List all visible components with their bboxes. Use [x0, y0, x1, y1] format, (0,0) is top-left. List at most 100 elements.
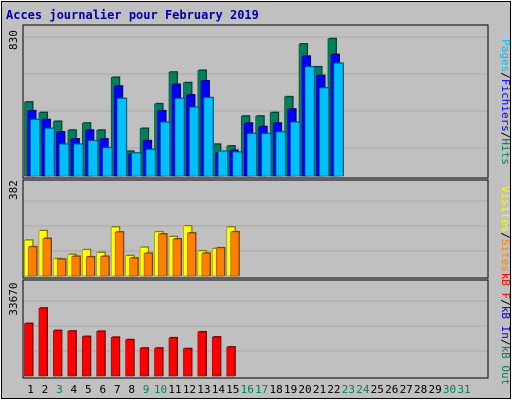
x-tick-label: 17 — [255, 383, 268, 396]
x-tick-label: 8 — [128, 383, 135, 396]
x-tick-label: 12 — [183, 383, 196, 396]
legend-part: Visites — [499, 186, 512, 232]
bar-sites-day-1 — [28, 246, 37, 277]
visits-legend-label: Visites/Sites — [499, 186, 512, 272]
bar-pages-day-13 — [203, 97, 214, 177]
bar-sites-day-9 — [143, 253, 153, 277]
x-tick-label: 4 — [71, 383, 78, 396]
x-tick-label: 28 — [414, 383, 427, 396]
x-tick-label: 29 — [428, 383, 441, 396]
x-tick-label: 20 — [298, 383, 311, 396]
visits-ymax-label: 382 — [7, 180, 20, 200]
bar-sites-day-3 — [57, 259, 66, 277]
legend-part: / — [499, 339, 512, 346]
x-tick-label: 23 — [342, 383, 355, 396]
hits-legend-label: Pages/Fichiers/Hits — [499, 39, 512, 165]
bar-kb-f-day-9 — [139, 347, 149, 377]
x-tick-label: 11 — [168, 383, 181, 396]
x-tick-label: 1 — [27, 383, 34, 396]
legend-part: / — [499, 299, 512, 306]
x-tick-label: 22 — [327, 383, 340, 396]
bar-pages-day-20 — [304, 66, 315, 177]
bar-pages-day-19 — [290, 122, 300, 177]
legend-part: / — [499, 132, 512, 139]
legend-part: kB In — [499, 306, 512, 339]
x-tick-label: 3 — [56, 383, 63, 396]
x-tick-label: 31 — [457, 383, 470, 396]
x-tick-label: 19 — [284, 383, 297, 396]
bar-sites-day-8 — [129, 257, 138, 277]
x-tick-label: 21 — [313, 383, 326, 396]
bar-kb-f-day-8 — [125, 339, 134, 377]
grid-lines — [24, 36, 487, 352]
panel-kbytes-frame — [22, 279, 489, 379]
bar-pages-day-11 — [174, 98, 185, 177]
bar-pages-day-17 — [261, 133, 272, 177]
bar-sites-day-12 — [187, 232, 196, 277]
legend-part: Fichiers — [499, 79, 512, 132]
bar-pages-day-2 — [44, 128, 55, 177]
x-tick-label: 6 — [99, 383, 106, 396]
bar-kb-f-day-15 — [226, 346, 236, 377]
bar-kb-f-day-6 — [96, 331, 106, 377]
bar-pages-day-21 — [319, 87, 329, 177]
x-tick-label: 7 — [114, 383, 121, 396]
bars-layer — [24, 37, 344, 377]
bar-kb-f-day-2 — [38, 307, 48, 377]
legend-part: Sites — [499, 239, 512, 272]
bar-pages-day-5 — [88, 140, 98, 177]
legend-part: Pages — [499, 39, 512, 72]
bar-kb-f-day-13 — [197, 331, 207, 377]
legend-part: kB F — [499, 273, 512, 300]
bar-kb-f-day-3 — [53, 330, 62, 377]
bar-kb-f-day-10 — [154, 347, 163, 377]
bar-pages-day-18 — [275, 131, 286, 177]
bar-pages-day-14 — [218, 151, 228, 177]
x-tick-label: 25 — [371, 383, 384, 396]
x-tick-label: 9 — [143, 383, 150, 396]
bar-pages-day-9 — [145, 149, 156, 177]
x-tick-label: 30 — [443, 383, 456, 396]
bar-sites-day-14 — [216, 247, 225, 277]
bar-pages-day-16 — [246, 133, 257, 177]
bar-kb-f-day-11 — [168, 337, 178, 377]
bar-pages-day-6 — [102, 147, 113, 177]
x-tick-label: 13 — [197, 383, 210, 396]
legend-part: / — [499, 232, 512, 239]
bar-kb-f-day-5 — [82, 336, 91, 377]
bar-sites-day-10 — [158, 233, 167, 277]
bar-pages-day-10 — [160, 122, 170, 177]
chart-title: Acces journalier pour February 2019 — [6, 8, 259, 22]
kbytes-legend-label: kB F/kB In/kB Out — [499, 273, 512, 386]
bar-kb-f-day-7 — [110, 337, 120, 377]
bar-pages-day-15 — [232, 151, 243, 177]
bar-sites-day-6 — [100, 256, 110, 277]
x-tick-label: 18 — [270, 383, 283, 396]
bar-pages-day-12 — [189, 107, 199, 177]
bar-sites-day-13 — [201, 253, 211, 277]
bar-pages-day-8 — [131, 152, 141, 177]
bar-pages-day-22 — [333, 63, 344, 177]
x-tick-label: 14 — [212, 383, 226, 396]
x-tick-label: 26 — [385, 383, 398, 396]
hits-ymax-label: 830 — [7, 30, 20, 50]
x-axis-labels: 1 2 3 4 5 6 7 8 9 10 11 12 13 14 15 16 17 18 19 20 21 22 23 24 2… — [27, 383, 470, 396]
bar-pages-day-4 — [73, 144, 84, 177]
bar-kb-f-day-12 — [183, 348, 192, 377]
x-tick-label: 27 — [400, 383, 413, 396]
bar-sites-day-15 — [230, 231, 240, 277]
bar-sites-day-4 — [71, 256, 81, 277]
bar-sites-day-2 — [42, 238, 52, 277]
legend-part: / — [499, 72, 512, 79]
x-tick-label: 5 — [85, 383, 92, 396]
x-tick-label: 2 — [42, 383, 49, 396]
legend-part: kB Out — [499, 346, 512, 386]
legend-part: Hits — [499, 138, 512, 165]
bar-sites-day-7 — [114, 231, 124, 277]
kbytes-ymax-label: 33670 — [7, 282, 20, 315]
x-tick-label: 15 — [226, 383, 239, 396]
bar-kb-f-day-4 — [67, 330, 77, 377]
bar-kb-f-day-1 — [24, 323, 33, 377]
